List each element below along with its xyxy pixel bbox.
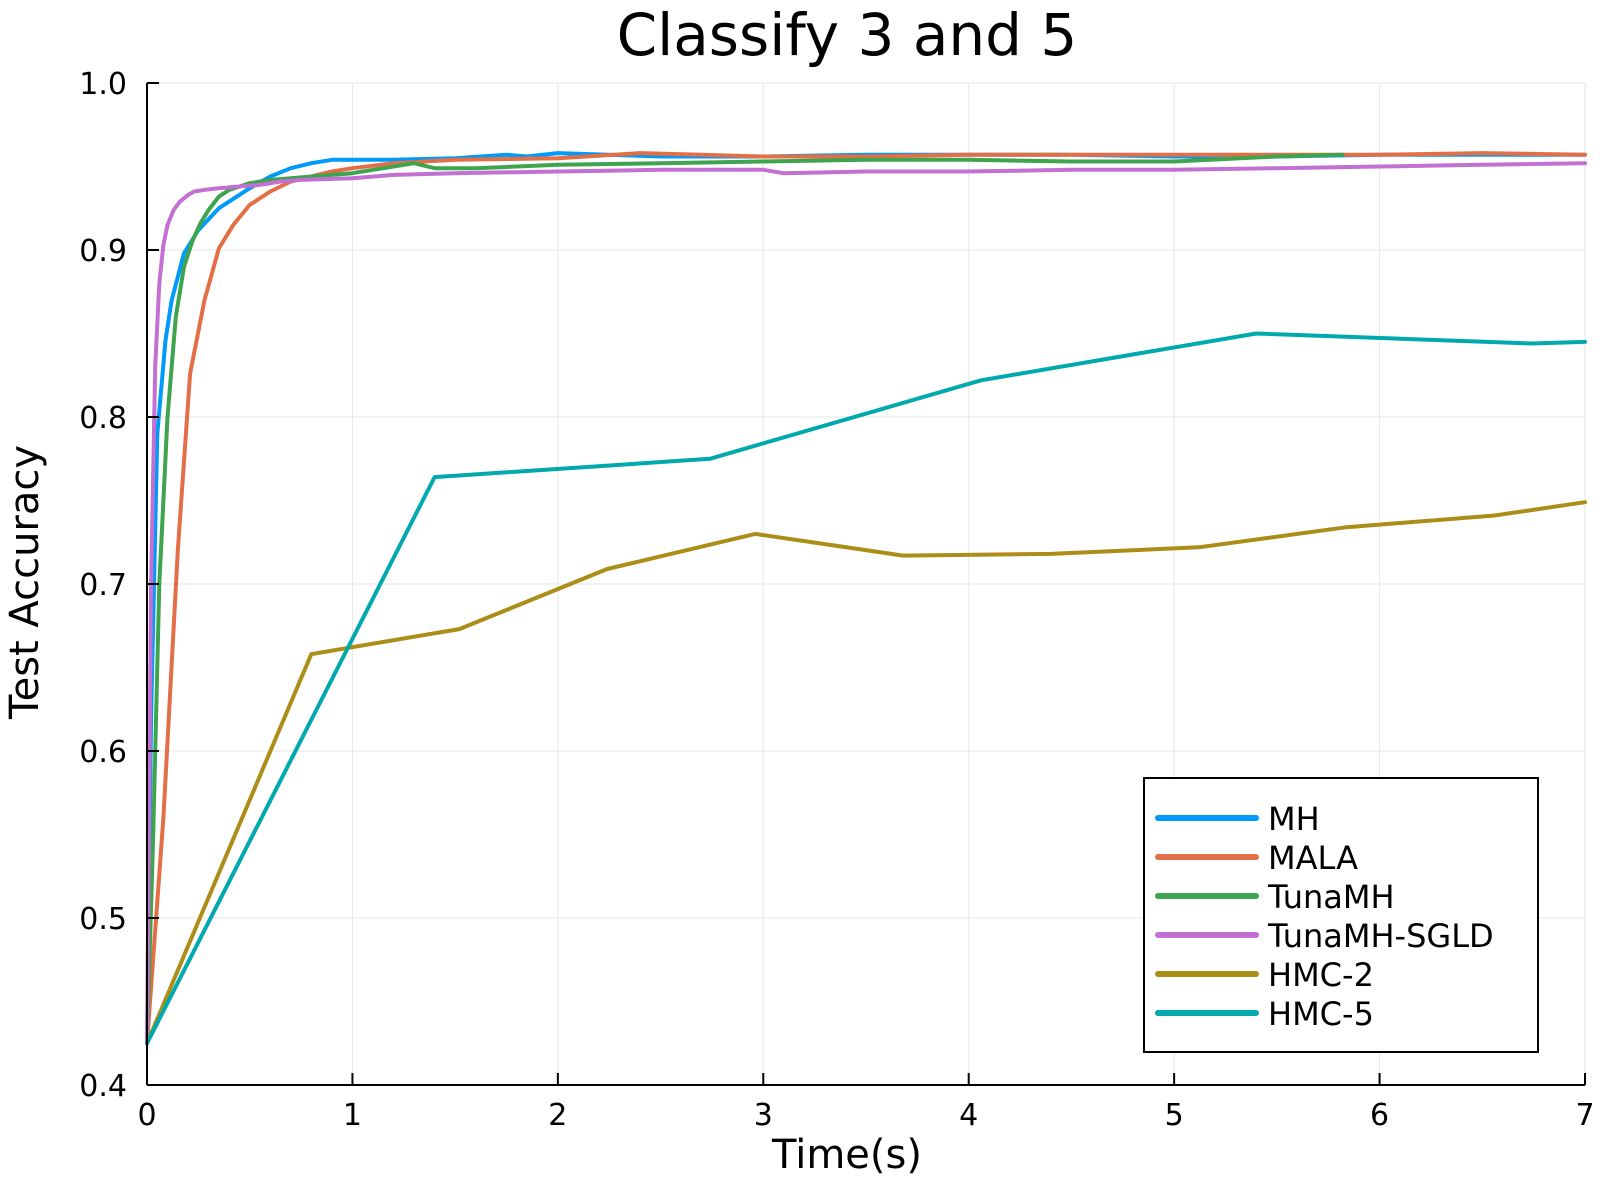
series-line-tunamh bbox=[145, 152, 1345, 1046]
x-tick-label: 2 bbox=[548, 1098, 567, 1133]
x-tick-label: 6 bbox=[1370, 1098, 1389, 1133]
series-line-tunamh-sgld bbox=[145, 161, 1587, 1046]
y-tick-label: 0.6 bbox=[79, 735, 127, 770]
y-tick-label: 1.0 bbox=[79, 67, 127, 102]
legend-label: TunaMH-SGLD bbox=[1267, 917, 1494, 955]
x-tick-label: 5 bbox=[1165, 1098, 1184, 1133]
x-tick-label: 0 bbox=[137, 1098, 156, 1133]
x-axis-title: Time(s) bbox=[771, 1132, 922, 1178]
axes: 0 1 2 3 4 5 6 7 0.4 0.5 0.6 0.7 0.8 0.9 1.0 bbox=[79, 67, 1594, 1133]
y-axis-title: Test Accuracy bbox=[2, 445, 48, 720]
series-line-hmc-2 bbox=[145, 500, 1587, 1046]
x-tick-label: 3 bbox=[754, 1098, 773, 1133]
y-tick-label: 0.7 bbox=[79, 568, 127, 603]
y-tick-label: 0.4 bbox=[79, 1069, 127, 1104]
x-tick-label: 1 bbox=[343, 1098, 362, 1133]
legend-label: TunaMH bbox=[1267, 878, 1395, 916]
series-line-hmc-5 bbox=[145, 331, 1587, 1046]
x-tick-label: 7 bbox=[1575, 1098, 1594, 1133]
legend-label: HMC-5 bbox=[1268, 995, 1374, 1033]
legend-label: MALA bbox=[1268, 839, 1358, 877]
legend-label: HMC-2 bbox=[1268, 956, 1374, 994]
x-tick-label: 4 bbox=[959, 1098, 978, 1133]
y-tick-label: 0.8 bbox=[79, 401, 127, 436]
series-line-mala bbox=[145, 151, 1587, 1046]
legend-label: MH bbox=[1268, 800, 1320, 838]
series-layer bbox=[145, 151, 1587, 1046]
legend-box bbox=[1143, 777, 1539, 1053]
y-tick-label: 0.9 bbox=[79, 234, 127, 269]
y-tick-label: 0.5 bbox=[79, 902, 127, 937]
chart-title: Classify 3 and 5 bbox=[617, 1, 1078, 69]
